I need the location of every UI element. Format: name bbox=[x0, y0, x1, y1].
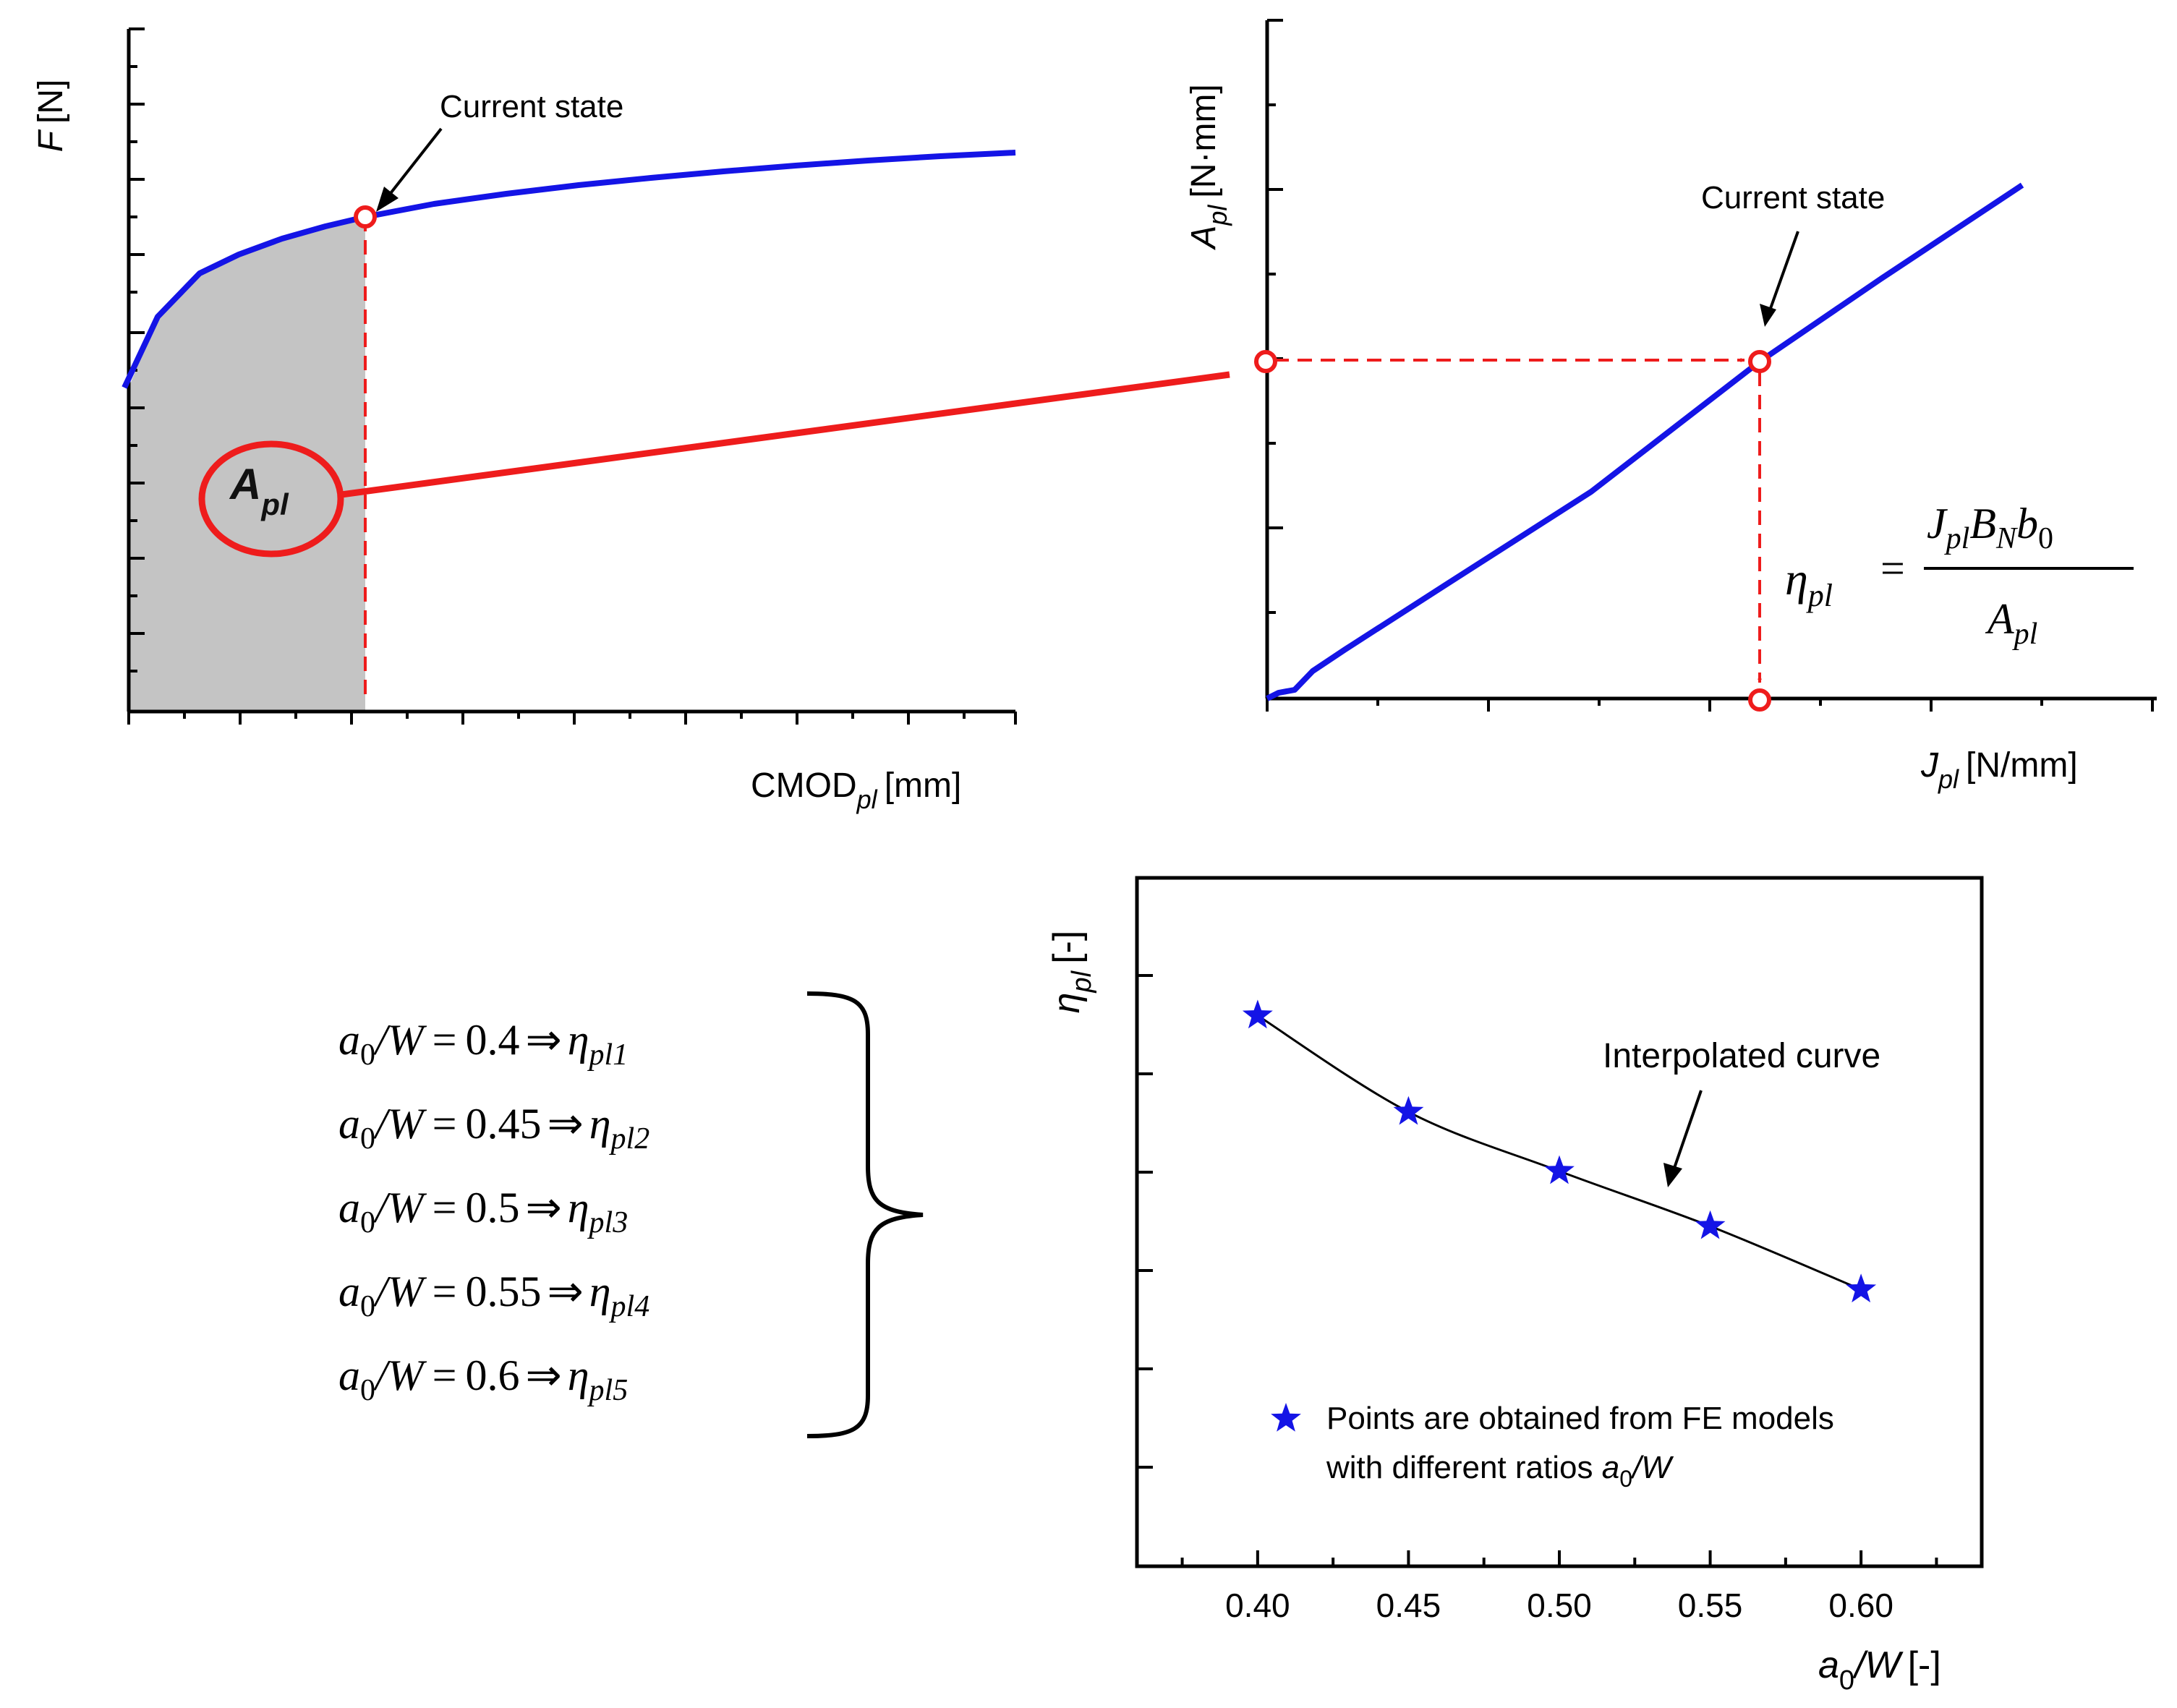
ratio-row: a0/W = 0.55 ⇒ ηpl4 bbox=[338, 1268, 649, 1323]
eta-legend: Points are obtained from FE models with … bbox=[1271, 1401, 1834, 1492]
current-state-marker bbox=[354, 205, 377, 229]
area-j-curve bbox=[1266, 182, 2024, 701]
current-state-label: Current state bbox=[440, 89, 623, 124]
ratio-row: a0/W = 0.6 ⇒ ηpl5 bbox=[338, 1352, 628, 1407]
x-axis-2-ticks bbox=[1266, 699, 2154, 712]
x-tick-label: 0.60 bbox=[1828, 1587, 1893, 1624]
area-j-panel: Current state Apl[N·mm] Jpl [N/mm] ηpl = … bbox=[1185, 19, 2157, 794]
ratio-row: a0/W = 0.45 ⇒ ηpl2 bbox=[338, 1100, 649, 1156]
current-state-arrowhead-2 bbox=[1760, 304, 1776, 327]
area-to-panel-arrow bbox=[341, 371, 1230, 498]
eta-y-ticks bbox=[1137, 974, 1153, 1469]
x-tick-label: 0.45 bbox=[1376, 1587, 1441, 1624]
current-state-arrow-2 bbox=[1768, 231, 1799, 313]
current-state-label-2: Current state bbox=[1701, 180, 1885, 215]
ratio-row: a0/W = 0.5 ⇒ ηpl3 bbox=[338, 1184, 628, 1239]
force-cmod-curve bbox=[122, 150, 1016, 389]
y-axis-ticks bbox=[129, 27, 145, 672]
fe-data-point bbox=[1242, 999, 1273, 1029]
area-label: Apl bbox=[229, 460, 289, 521]
fe-data-point bbox=[1846, 1273, 1877, 1303]
legend-star-marker bbox=[1271, 1403, 1301, 1432]
eta-formula: ηpl = JplBNb0 Apl bbox=[1785, 500, 2134, 651]
fe-data-point bbox=[1544, 1155, 1575, 1184]
right-curly-brace bbox=[806, 991, 924, 1438]
area-label-ring bbox=[198, 440, 344, 558]
j-axis-marker bbox=[1748, 688, 1771, 712]
eta-chart: 0.40 0.45 0.50 0.55 0.60 Interpolated curve … bbox=[1046, 876, 1984, 1696]
y-axis-2-ticks bbox=[1267, 19, 1283, 614]
ratio-axis-label: a0/W [-] bbox=[1818, 1644, 1941, 1696]
svg-text:ηpl: ηpl bbox=[1785, 553, 1833, 613]
eta-x-ticks bbox=[1180, 1550, 1938, 1566]
svg-text:JplBNb0: JplBNb0 bbox=[1927, 500, 2053, 555]
force-cmod-panel: Current state Apl F[N] CMODpl [mm] bbox=[32, 27, 1230, 814]
interpolated-curve-arrowhead bbox=[1663, 1163, 1682, 1187]
ratio-row: a0/W = 0.4 ⇒ ηpl1 bbox=[338, 1016, 628, 1072]
x-axis-ticks bbox=[127, 712, 1017, 725]
area-axis-label: Apl[N·mm] bbox=[1185, 84, 1232, 250]
interpolated-curve-arrow bbox=[1672, 1090, 1703, 1171]
x-tick-label: 0.50 bbox=[1527, 1587, 1592, 1624]
plastic-area-shade bbox=[129, 217, 365, 712]
legend-line-1: Points are obtained from FE models bbox=[1326, 1401, 1834, 1436]
svg-text:=: = bbox=[1880, 545, 1905, 592]
current-state-arrow bbox=[382, 127, 443, 204]
ratio-list: a0/W = 0.4 ⇒ ηpl1 a0/W = 0.45 ⇒ ηpl2 a0/W = 0.5 ⇒ ηp… bbox=[338, 1016, 649, 1407]
eta-axis-label: ηpl[-] bbox=[1046, 931, 1097, 1014]
fe-data-point bbox=[1695, 1210, 1726, 1239]
fe-data-points bbox=[1242, 999, 1877, 1303]
force-axis-label: F[N] bbox=[32, 80, 70, 153]
x-tick-label: 0.55 bbox=[1678, 1587, 1743, 1624]
fe-data-point bbox=[1393, 1096, 1424, 1125]
cmod-axis-label-text: CMODpl [mm] bbox=[751, 767, 961, 814]
interpolated-curve-label: Interpolated curve bbox=[1603, 1037, 1880, 1075]
legend-line-2: with different ratios a0/W bbox=[1326, 1450, 1674, 1492]
current-state-marker-2 bbox=[1748, 350, 1771, 373]
eta-x-ticklabels: 0.40 0.45 0.50 0.55 0.60 bbox=[1225, 1587, 1893, 1624]
current-state-arrowhead bbox=[376, 187, 399, 212]
area-axis-marker bbox=[1254, 350, 1277, 373]
j-axis-label: Jpl [N/mm] bbox=[1920, 746, 2078, 794]
x-tick-label: 0.40 bbox=[1225, 1587, 1290, 1624]
svg-text:Apl: Apl bbox=[1985, 595, 2037, 651]
